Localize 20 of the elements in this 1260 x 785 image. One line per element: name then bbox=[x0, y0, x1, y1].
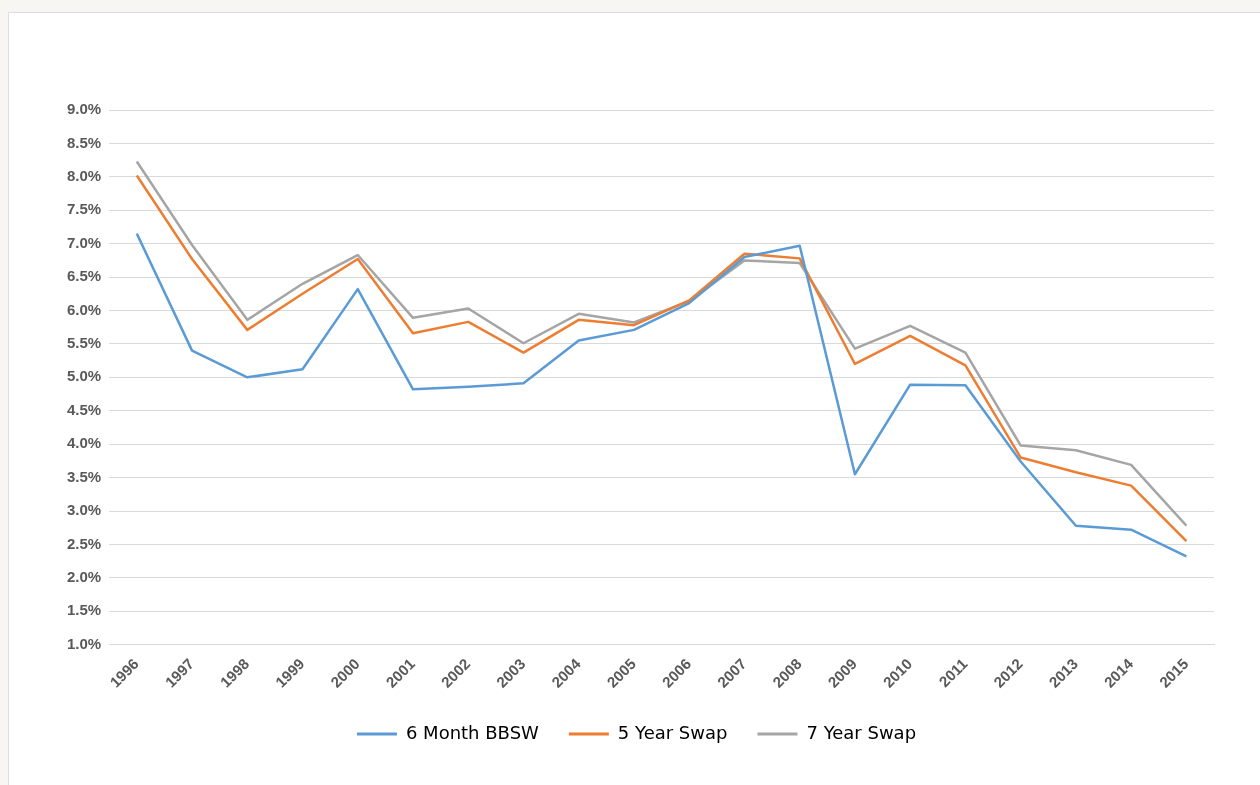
y-tick-label: 4.0% bbox=[66, 434, 102, 452]
legend-label: 5 Year Swap bbox=[617, 721, 728, 743]
y-tick-label: 6.5% bbox=[66, 267, 102, 285]
y-tick-label: 8.0% bbox=[66, 166, 102, 184]
y-tick-label: 7.0% bbox=[66, 233, 102, 251]
y-tick-label: 6.0% bbox=[66, 300, 102, 318]
y-tick-label: 9.0% bbox=[66, 100, 102, 118]
y-tick-label: 5.0% bbox=[66, 367, 102, 385]
legend-label: 7 Year Swap bbox=[806, 721, 917, 743]
y-tick-label: 7.5% bbox=[66, 200, 102, 218]
y-tick-label: 1.5% bbox=[66, 601, 102, 619]
y-tick-label: 8.5% bbox=[66, 133, 102, 151]
y-tick-label: 2.5% bbox=[66, 534, 102, 552]
y-tick-label: 3.5% bbox=[66, 467, 102, 485]
legend-label: 6 Month BBSW bbox=[405, 721, 540, 743]
y-tick-label: 2.0% bbox=[66, 567, 102, 585]
y-tick-label: 1.0% bbox=[66, 634, 102, 652]
y-tick-label: 5.5% bbox=[66, 334, 102, 352]
y-tick-label: 3.0% bbox=[66, 501, 102, 519]
y-tick-label: 4.5% bbox=[66, 400, 102, 418]
